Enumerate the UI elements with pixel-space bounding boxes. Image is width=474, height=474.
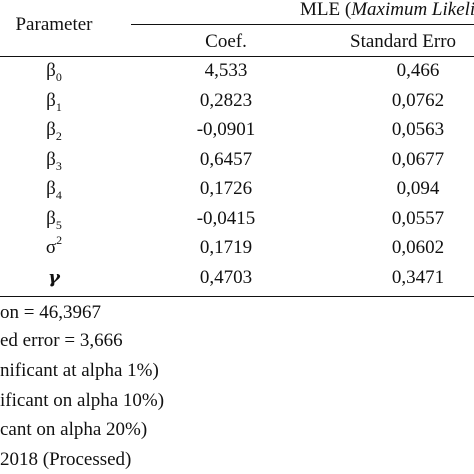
row-parameter: γ: [48, 267, 60, 289]
note-line: ificant on alpha 10%): [0, 390, 165, 411]
parameter-symbol: σ: [45, 237, 57, 258]
parameter-symbol: β: [46, 60, 56, 81]
mle-header-prefix: MLE (: [300, 0, 352, 20]
parameter-symbol: β: [46, 119, 56, 140]
row-stderr: 0,094: [396, 178, 440, 199]
parameter-symbol: γ: [48, 266, 60, 288]
parameter-subscript: 4: [55, 188, 62, 202]
row-coef: -0,0901: [196, 119, 256, 140]
row-coef: 0,1719: [199, 237, 253, 258]
row-stderr: 0,0557: [391, 207, 445, 229]
parameter-symbol: β: [46, 89, 56, 111]
table-bottom-rule: [0, 296, 474, 297]
stderr-header: Standard Erro: [350, 31, 457, 52]
row-parameter: β1: [46, 89, 62, 114]
row-coef: -0,0415: [196, 207, 256, 229]
parameter-superscript: 2: [56, 233, 63, 247]
row-parameter: β3: [46, 148, 62, 173]
row-stderr: 0,3471: [391, 266, 445, 288]
row-coef: 0,6457: [199, 148, 253, 170]
parameter-subscript: 0: [55, 70, 62, 84]
header-rule-partial: [131, 24, 474, 25]
row-coef: 0,1726: [199, 178, 253, 199]
parameter-symbol: β: [46, 178, 56, 199]
mle-header-italic: Maximum Likelihoo: [351, 0, 474, 20]
parameter-subscript: 2: [55, 129, 62, 143]
row-stderr: 0,0563: [391, 119, 445, 140]
row-parameter: σ2: [45, 234, 62, 259]
note-line: cant on alpha 20%): [0, 419, 148, 440]
coef-header: Coef.: [205, 31, 247, 52]
row-coef: 4,533: [204, 60, 248, 81]
mle-header: MLE (Maximum Likelihoo: [300, 0, 474, 21]
row-parameter: β5: [46, 207, 62, 232]
parameter-subscript: 5: [55, 217, 62, 232]
row-stderr: 0,466: [396, 60, 440, 81]
row-parameter: β2: [46, 119, 62, 143]
parameter-symbol: β: [46, 148, 56, 170]
parameter-subscript: 1: [55, 99, 62, 114]
row-coef: 0,4703: [199, 266, 253, 288]
row-stderr: 0,0602: [391, 237, 445, 258]
header-rule-full: [0, 56, 474, 57]
row-coef: 0,2823: [199, 89, 253, 111]
row-stderr: 0,0677: [391, 148, 445, 170]
note-line: on = 46,3967: [0, 302, 101, 323]
row-parameter: β0: [46, 60, 62, 84]
parameter-header: Parameter: [15, 14, 93, 35]
parameter-subscript: 3: [55, 158, 62, 173]
note-line: 2018 (Processed): [0, 449, 132, 470]
row-parameter: β4: [46, 178, 62, 202]
note-line: ed error = 3,666: [0, 330, 123, 351]
row-stderr: 0,0762: [391, 89, 445, 111]
note-line: nificant at alpha 1%): [0, 360, 159, 381]
parameter-symbol: β: [46, 207, 56, 229]
